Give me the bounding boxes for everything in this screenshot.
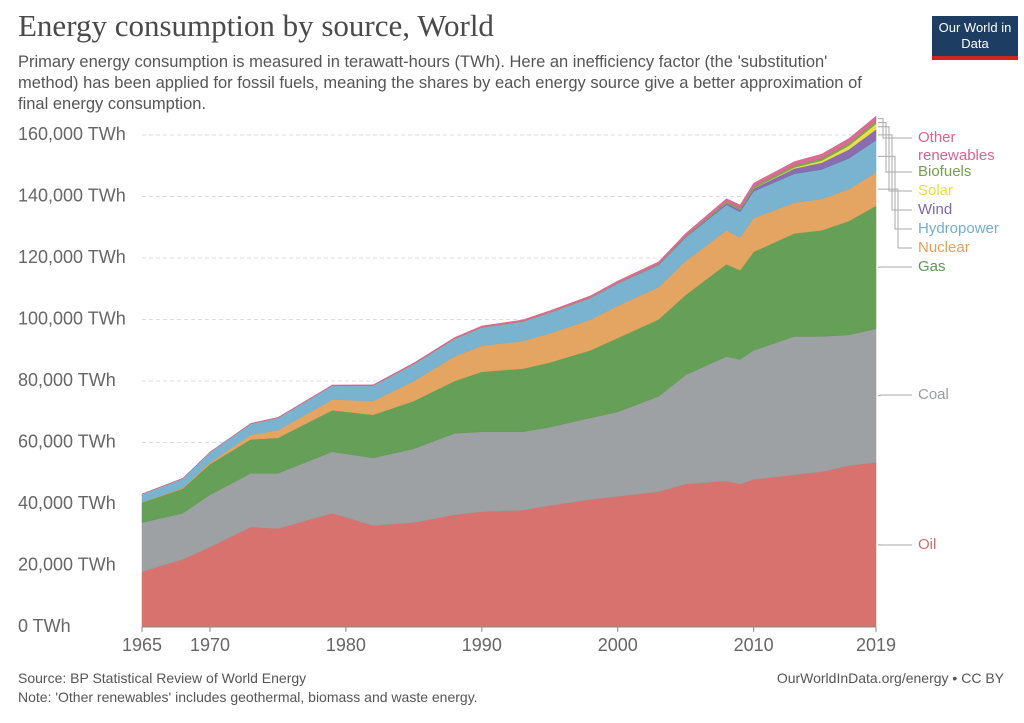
x-tick-label: 1970 (190, 635, 230, 655)
legend-label: Other renewables (918, 129, 995, 164)
source: Source: BP Statistical Review of World E… (18, 670, 307, 686)
x-tick-label: 1990 (462, 635, 502, 655)
y-tick-label: 0 TWh (18, 616, 71, 636)
label-connector (878, 118, 912, 139)
x-tick-label: 2000 (598, 635, 638, 655)
y-tick-label: 100,000 TWh (18, 308, 126, 328)
legend-label: Biofuels (918, 163, 972, 180)
y-tick-label: 20,000 TWh (18, 554, 116, 574)
legend-label: Oil (918, 536, 937, 553)
y-tick-label: 40,000 TWh (18, 493, 116, 513)
label-connector (878, 394, 912, 397)
x-tick-label: 2010 (734, 635, 774, 655)
logo[interactable]: Our World in Data (932, 16, 1018, 60)
label-connector (878, 122, 912, 173)
y-tick-label: 140,000 TWh (18, 185, 126, 205)
y-tick-label: 120,000 TWh (18, 247, 126, 267)
y-tick-label: 80,000 TWh (18, 370, 116, 390)
credit[interactable]: OurWorldInData.org/energy • CC BY (776, 670, 1004, 686)
legend-label: Solar (918, 182, 954, 199)
legend-label: Nuclear (918, 239, 970, 256)
area (141, 115, 877, 495)
legend-label: Hydropower (918, 220, 999, 237)
label-connector (878, 188, 912, 249)
x-tick-label: 2019 (856, 635, 896, 655)
legend-label: Wind (918, 201, 953, 218)
x-tick-label: 1965 (122, 635, 162, 655)
note: Note: 'Other renewables' includes geothe… (18, 689, 478, 705)
label-connector (878, 155, 912, 230)
y-tick-label: 160,000 TWh (18, 124, 126, 144)
chart-subtitle: Primary energy consumption is measured i… (18, 53, 862, 113)
chart-title: Energy consumption by source, World (18, 8, 494, 43)
x-tick-label: 1980 (326, 635, 366, 655)
y-tick-label: 60,000 TWh (18, 431, 116, 451)
legend-label: Coal (918, 386, 949, 403)
legend-label: Gas (918, 258, 946, 275)
